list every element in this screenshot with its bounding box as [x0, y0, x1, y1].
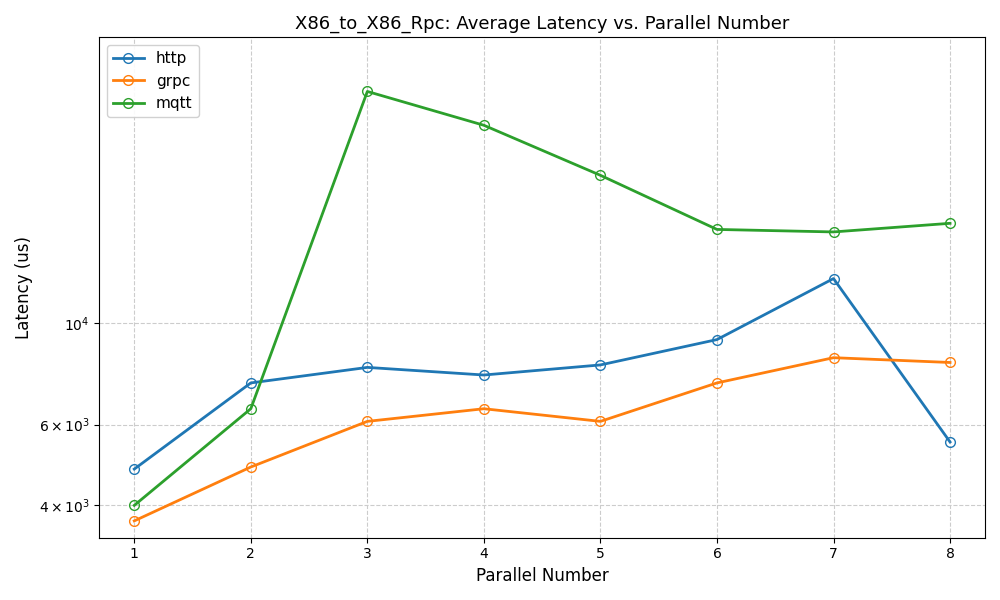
Line: mqtt: mqtt	[129, 86, 955, 510]
mqtt	[828, 229, 840, 236]
mqtt	[128, 502, 140, 509]
http	[711, 336, 723, 343]
mqtt	[594, 172, 606, 179]
Line: grpc: grpc	[129, 353, 955, 526]
http	[245, 379, 257, 386]
grpc	[711, 379, 723, 386]
grpc	[128, 517, 140, 524]
Y-axis label: Latency (us): Latency (us)	[15, 236, 33, 339]
http	[478, 371, 490, 379]
http	[828, 275, 840, 282]
http	[361, 364, 373, 371]
grpc	[478, 405, 490, 412]
mqtt	[478, 122, 490, 129]
Title: X86_to_X86_Rpc: Average Latency vs. Parallel Number: X86_to_X86_Rpc: Average Latency vs. Para…	[295, 15, 789, 33]
http	[128, 466, 140, 473]
mqtt	[361, 88, 373, 95]
grpc	[245, 463, 257, 470]
Legend: http, grpc, mqtt: http, grpc, mqtt	[107, 45, 199, 118]
mqtt	[245, 405, 257, 412]
grpc	[361, 418, 373, 425]
Line: http: http	[129, 274, 955, 474]
mqtt	[711, 226, 723, 233]
http	[594, 361, 606, 368]
grpc	[944, 359, 956, 366]
X-axis label: Parallel Number: Parallel Number	[476, 567, 609, 585]
http	[944, 439, 956, 446]
mqtt	[944, 220, 956, 227]
grpc	[594, 418, 606, 425]
grpc	[828, 354, 840, 361]
